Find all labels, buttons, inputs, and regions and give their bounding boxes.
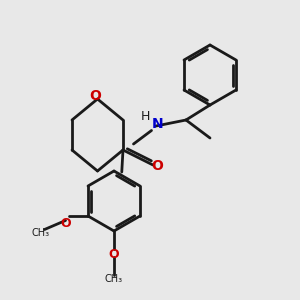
Text: O: O — [109, 248, 119, 262]
Text: H: H — [141, 110, 150, 124]
Text: CH₃: CH₃ — [105, 274, 123, 284]
Text: O: O — [60, 217, 71, 230]
Text: O: O — [89, 89, 101, 103]
Text: N: N — [152, 118, 163, 131]
Text: O: O — [152, 160, 164, 173]
Text: CH₃: CH₃ — [32, 227, 50, 238]
